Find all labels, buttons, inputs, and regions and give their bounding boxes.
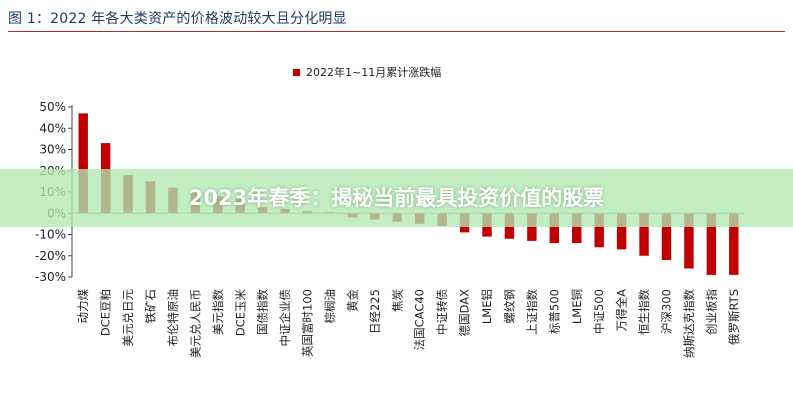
bar — [661, 213, 672, 260]
x-tick-label: 沪深300 — [659, 289, 673, 334]
y-tick-label: -10% — [35, 228, 66, 242]
x-tick-label: 美元指数 — [211, 289, 225, 335]
x-tick-label: 标普500 — [547, 289, 561, 334]
y-tick-label: 50% — [39, 100, 66, 114]
overlay-banner-text: 2023年春季：揭秘当前最具投资价值的股票 — [188, 186, 605, 210]
x-tick-label: LME铝 — [480, 289, 494, 324]
x-tick-label: 英国富时100 — [301, 289, 315, 357]
y-tick-label: 30% — [39, 143, 66, 157]
x-tick-label: 中证企业债 — [278, 289, 292, 347]
x-tick-label: 螺纹钢 — [502, 289, 516, 324]
x-tick-label: 法国CAC40 — [413, 289, 427, 350]
bar — [639, 213, 649, 256]
bar — [527, 213, 537, 241]
x-tick-label: 动力煤 — [76, 289, 90, 324]
x-tick-label: 焦炭 — [390, 289, 404, 312]
x-tick-label: 万得全A — [615, 289, 629, 331]
bar — [616, 213, 627, 250]
bar — [549, 213, 560, 243]
bar — [78, 113, 88, 214]
x-tick-label: DCE玉米 — [233, 289, 247, 337]
x-tick-label: 中证转债 — [435, 289, 449, 335]
bar — [572, 213, 582, 243]
legend-swatch — [293, 68, 300, 76]
y-tick-label: -20% — [35, 249, 66, 263]
x-tick-label: 德国DAX — [458, 289, 472, 337]
bar — [594, 213, 604, 248]
figure-title: 图 1：2022 年各大类资产的价格波动较大且分化明显 — [8, 11, 347, 27]
x-tick-label: 铁矿石 — [144, 289, 158, 324]
chart-legend: 2022年1~11月累计涨跌幅 — [293, 64, 441, 80]
x-tick-label: 布伦特原油 — [166, 289, 180, 347]
bar — [706, 213, 717, 275]
y-tick-label: 40% — [39, 121, 66, 135]
x-tick-label: 黄金 — [345, 289, 359, 312]
overlay-banner — [0, 169, 793, 227]
legend-label: 2022年1~11月累计涨跌幅 — [306, 66, 442, 79]
x-tick-label: DCE豆粕 — [99, 289, 113, 336]
x-tick-label: 中证500 — [592, 289, 606, 334]
x-tick-label: 上证指数 — [525, 289, 539, 335]
x-tick-label: 美元兑人民币 — [188, 289, 202, 358]
bar — [684, 213, 694, 269]
x-tick-label: 恒生指数 — [637, 289, 651, 335]
bar — [729, 213, 739, 275]
x-tick-label: LME铜 — [570, 289, 584, 324]
x-tick-label: 创业板指 — [704, 289, 718, 335]
x-tick-label: 俄罗斯RTS — [727, 289, 741, 345]
x-tick-label: 美元兑日元 — [121, 289, 135, 347]
x-tick-label: 纳斯达克指数 — [682, 289, 696, 358]
x-tick-label: 棕榈油 — [323, 289, 337, 324]
x-tick-label: 日经225 — [368, 289, 382, 334]
y-tick-label: -30% — [35, 270, 66, 284]
title-rule — [8, 31, 785, 32]
x-tick-label: 国债指数 — [256, 289, 270, 335]
